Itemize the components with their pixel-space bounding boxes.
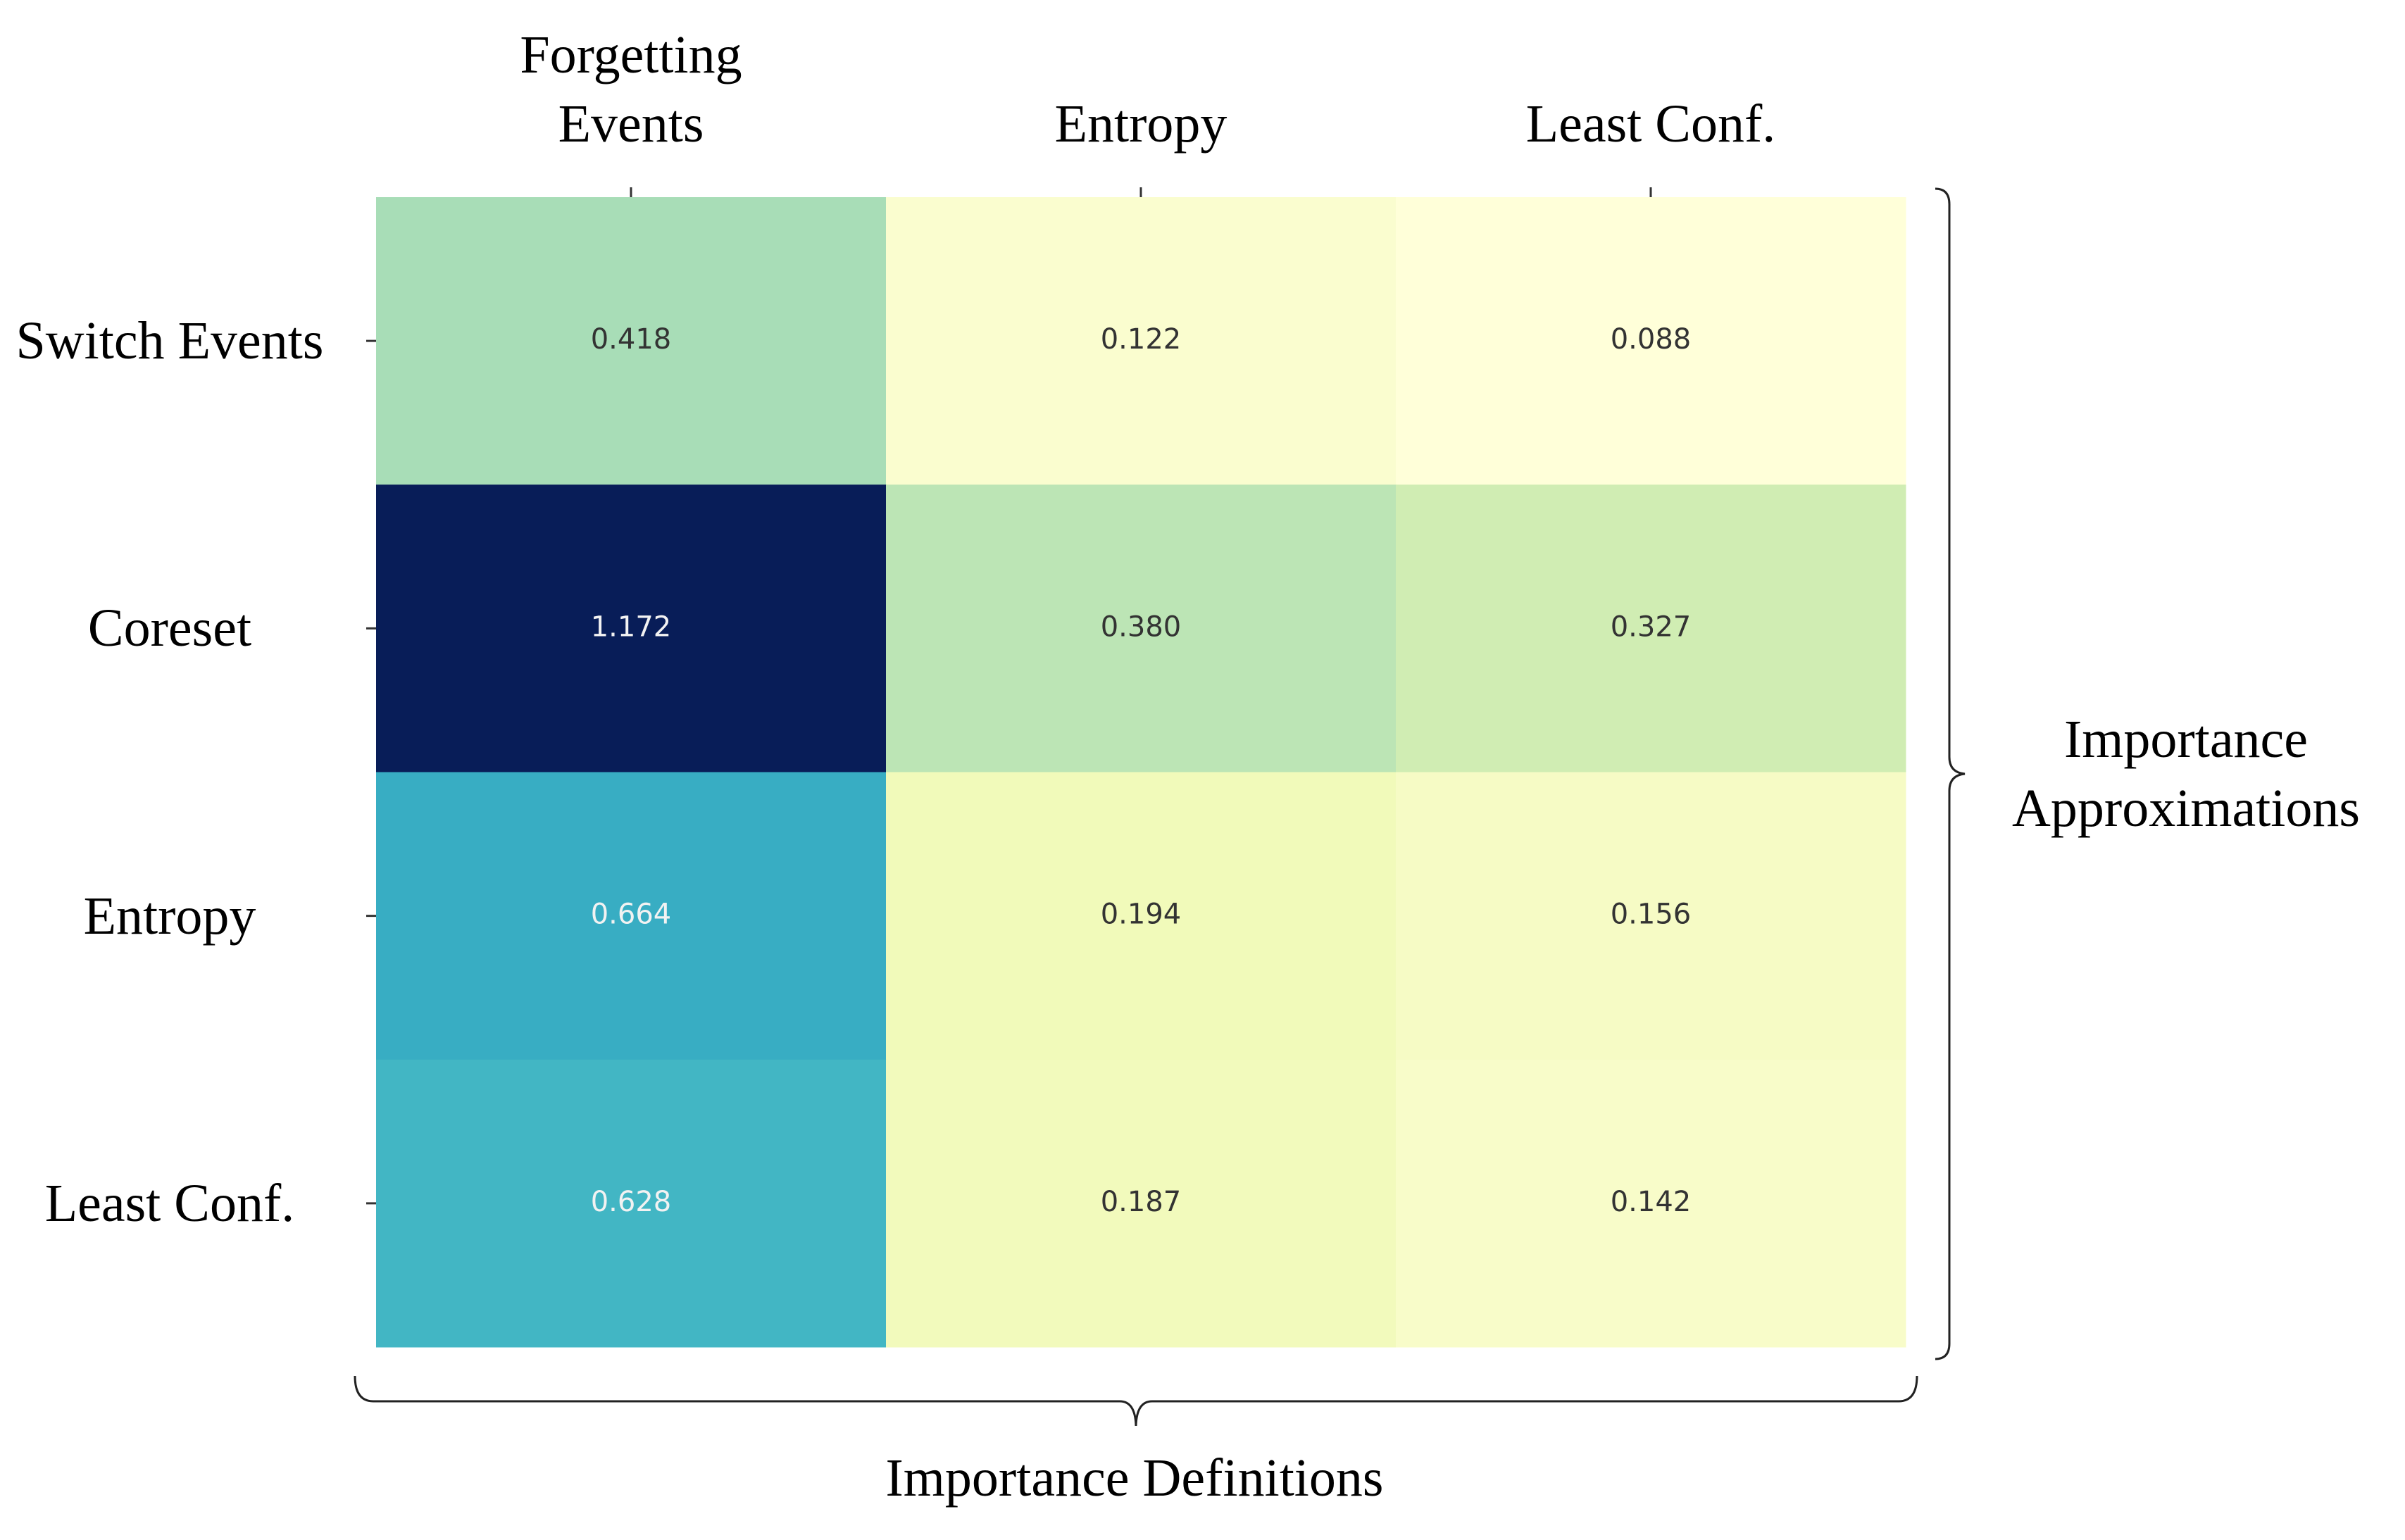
heatmap-cell	[886, 1059, 1397, 1348]
heatmap-cell	[376, 772, 887, 1060]
cell-label: 0.194	[1101, 899, 1182, 931]
cell-label: 0.418	[591, 323, 672, 356]
y-tick-label: Switch Events	[15, 311, 324, 371]
y-tick-label: Least Conf.	[44, 1173, 295, 1233]
heatmap-cell	[1396, 197, 1906, 485]
y-tick-label: Coreset	[87, 599, 252, 658]
bottom-brace	[354, 1375, 1918, 1427]
cell-label: 0.142	[1611, 1186, 1692, 1218]
cell-label: 0.088	[1611, 323, 1692, 356]
heatmap-cell	[376, 1059, 887, 1348]
x-tick-label: Least Conf.	[1525, 94, 1776, 154]
cell-label: 1.172	[591, 611, 672, 643]
cell-label: 0.628	[591, 1186, 672, 1218]
y-tick-label: Entropy	[83, 886, 256, 946]
x-tick-label: Forgetting Events	[520, 25, 742, 154]
heatmap-cell	[1396, 1059, 1906, 1348]
cell-label: 0.380	[1101, 611, 1182, 643]
cell-label: 0.122	[1101, 323, 1182, 356]
y-axis-title: Importance Approximations	[2012, 710, 2360, 838]
heatmap-cell	[1396, 772, 1906, 1060]
heatmap-cell	[886, 772, 1397, 1060]
heatmap-cell	[1396, 484, 1906, 772]
right-brace	[1935, 187, 1966, 1360]
heatmap-cell	[376, 484, 887, 772]
cell-label: 0.327	[1611, 611, 1692, 643]
x-tick-label: Entropy	[1054, 94, 1228, 154]
heatmap-cell	[376, 197, 887, 485]
cell-label: 0.664	[591, 899, 672, 931]
heatmap-cell	[886, 197, 1397, 485]
x-axis-title: Importance Definitions	[885, 1448, 1384, 1508]
heatmap-cell	[886, 484, 1397, 772]
cell-label: 0.156	[1611, 899, 1692, 931]
cell-label: 0.187	[1101, 1186, 1182, 1218]
